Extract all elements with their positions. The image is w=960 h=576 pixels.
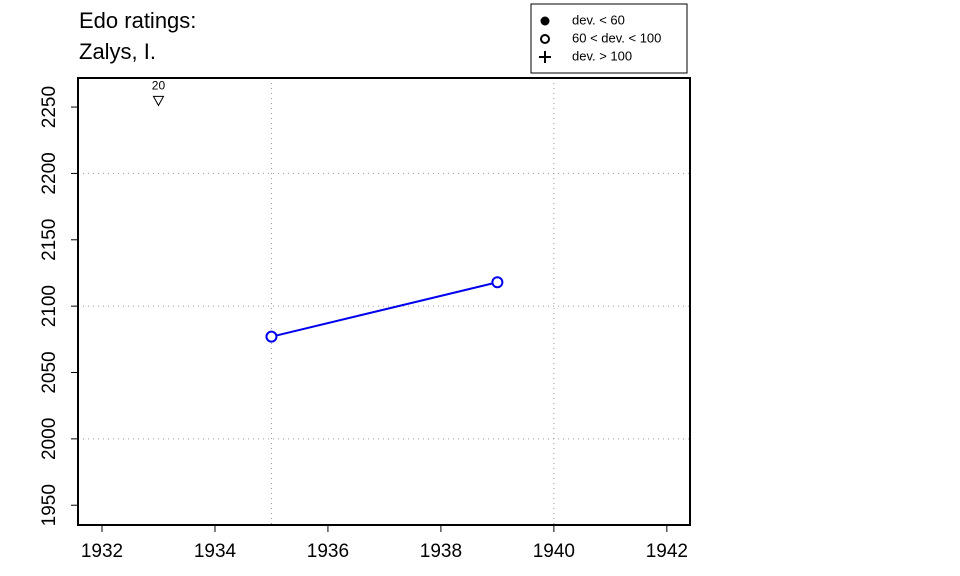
x-tick-label: 1938 — [420, 541, 462, 562]
legend-label: dev. > 100 — [572, 48, 632, 63]
x-tick-label: 1940 — [533, 541, 575, 562]
legend-label: 60 < dev. < 100 — [572, 30, 661, 45]
y-tick-label: 1950 — [39, 484, 60, 526]
plot-frame — [77, 77, 691, 526]
y-tick-label: 2250 — [39, 86, 60, 128]
legend-symbol — [540, 34, 550, 44]
chart-title: Edo ratings: — [79, 8, 196, 33]
x-tick-label: 1932 — [81, 541, 123, 562]
annotation-marker — [152, 95, 165, 107]
legend-box — [530, 3, 688, 74]
data-point — [265, 330, 278, 343]
y-tick-label: 2150 — [39, 219, 60, 261]
series-line — [271, 281, 498, 338]
x-tick-label: 1934 — [194, 541, 237, 562]
legend-symbol — [540, 16, 550, 26]
x-tick-label: 1936 — [307, 541, 349, 562]
y-tick-label: 2050 — [39, 351, 60, 393]
y-tick-label: 2000 — [39, 418, 60, 460]
y-tick-label: 2100 — [39, 285, 60, 327]
annotation-label: 20 — [152, 79, 166, 93]
x-tick-label: 1942 — [646, 541, 688, 562]
chart-subtitle: Zalys, I. — [79, 39, 156, 64]
legend-symbol — [539, 51, 551, 63]
y-tick-label: 2200 — [39, 152, 60, 194]
data-point — [491, 276, 504, 289]
legend-label: dev. < 60 — [572, 12, 625, 27]
